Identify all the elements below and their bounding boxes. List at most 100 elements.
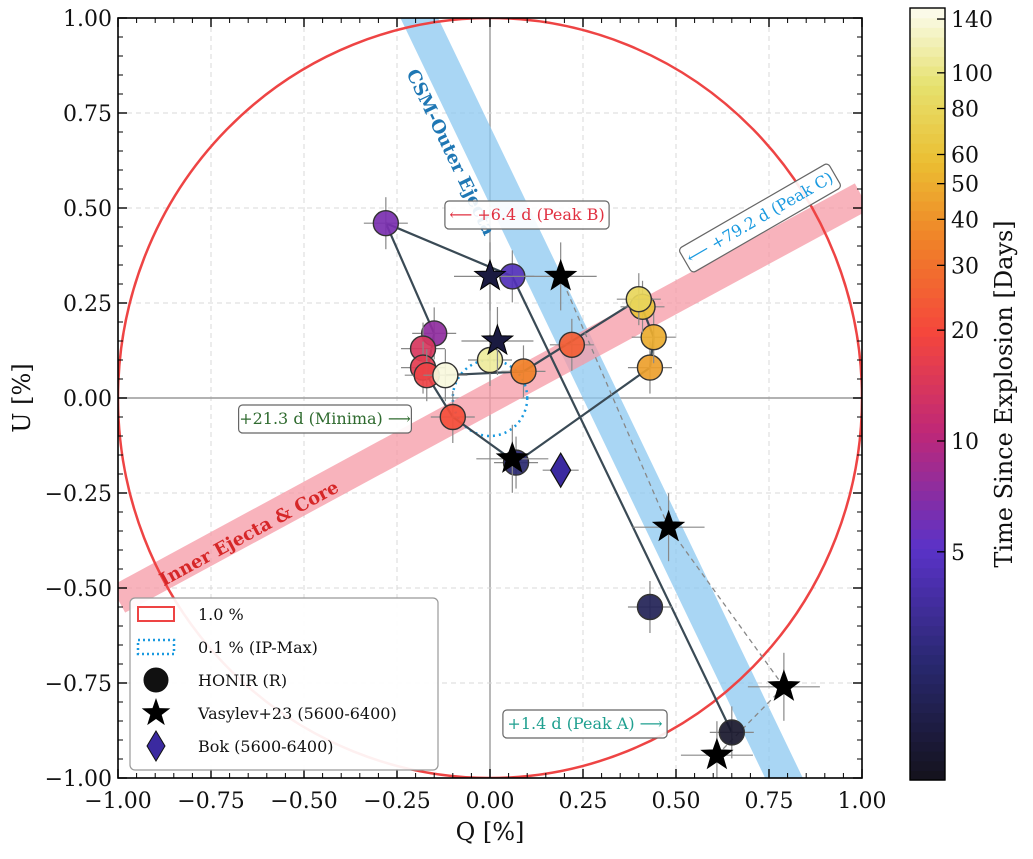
colorbar-segment [910,345,945,356]
colorbar-segment [910,490,945,501]
circle-ipmax [451,358,529,438]
honir-point [636,354,664,381]
colorbar-segment [910,239,945,250]
colorbar-segment [910,422,945,434]
x-tick-label: 0.25 [559,789,608,814]
vasylev-star [473,258,507,291]
annotation-minima-text: +21.3 d (Minima) ⟶ [239,409,411,428]
x-tick-label: −0.75 [177,789,244,814]
legend-label: 0.1 % (IP-Max) [198,638,318,657]
colorbar-tick-label: 140 [951,8,993,33]
colorbar-frame [909,7,946,781]
colorbar-segment [910,210,945,221]
colorbar-segment [910,615,945,627]
vasylev-star [480,323,515,356]
y-tick-label: 0.50 [63,197,112,222]
colorbar-segment [910,509,945,521]
band-inner-ejecta-core [118,183,862,613]
honir-path-segment [384,222,436,334]
colorbar-segment [910,365,945,376]
colorbar-segment [910,85,945,96]
colorbar-segment [910,287,945,299]
y-tick-label: 0.25 [63,292,112,317]
vasylev-star [651,509,686,542]
colorbar-segment [910,751,945,762]
colorbar-segment [910,355,945,366]
colorbar-tick-label: 80 [951,98,979,123]
colorbar-tick-label: 5 [951,541,965,566]
vasylev-star [700,737,734,770]
colorbar-segment [910,596,945,607]
y-tick-label: −0.75 [45,672,112,697]
honir-point [625,286,652,313]
colorbar-segment [910,27,945,38]
colorbar-segment [910,538,945,549]
colorbar-segment [910,123,945,135]
colorbar-segment [910,548,945,559]
y-tick-label: 0.00 [63,387,112,412]
colorbar-segment [910,220,945,231]
colorbar-segment [910,65,945,77]
x-tick-label: 0.50 [652,789,701,814]
honir-path-segment [511,275,733,733]
colorbar-segment [910,8,945,19]
honir-path-segment [515,366,651,464]
colorbar-segment [910,731,945,742]
colorbar-segment [910,471,945,482]
vasylev-star [495,441,529,473]
colorbar-segment [910,46,945,57]
colorbar-segment [910,683,945,694]
colorbar-segment [910,104,945,115]
colorbar-segment [910,316,945,328]
colorbar-segment [910,278,945,289]
colorbar-segment [910,693,945,704]
colorbar-segment [910,56,945,67]
vasylev-path-segment [560,276,670,528]
colorbar-segment [910,519,945,530]
x-axis-label: Q [%] [456,818,525,846]
colorbar-tick-label: 100 [951,62,993,87]
colorbar-segment [910,326,945,337]
legend-label: 1.0 % [198,605,244,624]
legend-swatch-vasylev [141,698,171,726]
annotation-peak-a: +1.4 d (Peak A) ⟶ [502,709,668,739]
x-tick-label: 0.00 [466,789,515,814]
colorbar-segment [910,451,945,463]
colorbar-tick-label: 50 [951,173,979,198]
colorbar-segment [910,162,945,173]
y-tick-label: −0.25 [45,482,112,507]
y-tick-label: −0.50 [45,577,112,602]
colorbar-segment [910,307,945,318]
y-tick-label: 1.00 [63,7,112,32]
colorbar-segment [910,268,945,279]
colorbar-segment [910,673,945,685]
colorbar-segment [910,558,945,569]
colorbar-segment [910,36,945,48]
annotation-peak-a-text: +1.4 d (Peak A) ⟶ [507,714,662,733]
honir-point [640,324,667,351]
colorbar-segment [910,374,945,385]
colorbar-segment [910,702,945,714]
legend-label: HONIR (R) [198,671,287,690]
legend-swatch-honir [143,667,169,693]
colorbar-tick-label: 20 [951,319,979,344]
honir-path-segment [522,298,640,373]
y-axis-label: U [%] [8,363,36,432]
colorbar-segment [910,172,945,183]
colorbar-segment [910,664,945,675]
annotation-minima: +21.3 d (Minima) ⟶ [237,404,413,434]
vasylev-star [767,669,801,701]
x-tick-label: 0.75 [745,789,794,814]
x-tick-label: −0.50 [270,789,337,814]
colorbar-segment [910,442,945,453]
colorbar-tick-label: 10 [951,430,979,455]
colorbar-segment [910,229,945,241]
y-tick-label: −1.00 [45,767,112,792]
legend-box [129,597,439,771]
vasylev-path-segment [668,526,785,688]
x-tick-label: 1.00 [838,789,887,814]
annotation-peak-b-box [444,200,610,230]
x-tick-label: −1.00 [84,789,151,814]
colorbar-segment [910,722,945,733]
annotation-minima-box [237,404,413,434]
